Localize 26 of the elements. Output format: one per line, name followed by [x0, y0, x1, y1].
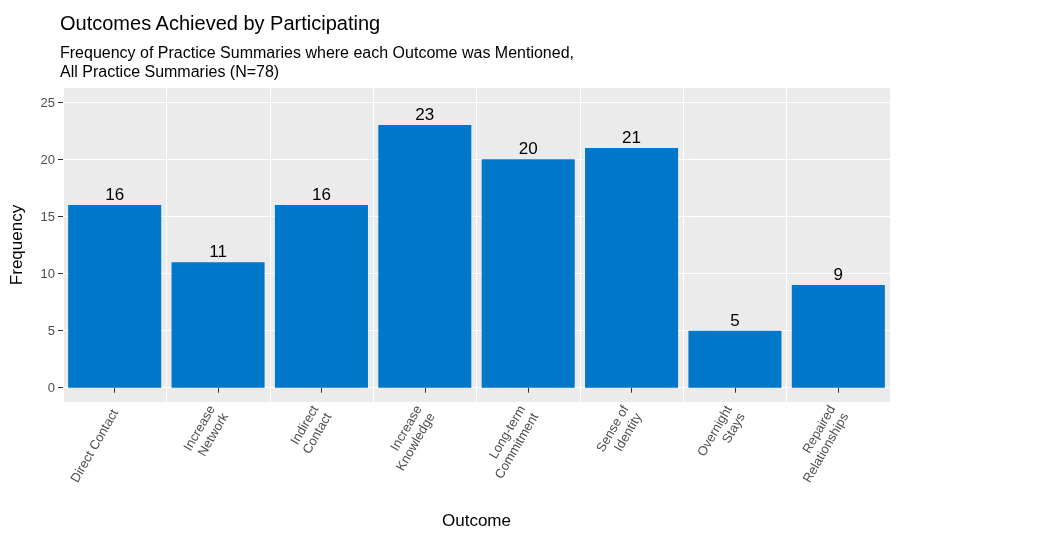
y-tick-label: 15 — [40, 208, 55, 224]
bar — [481, 159, 575, 388]
bar — [171, 262, 265, 388]
y-tick-label: 0 — [47, 380, 55, 396]
y-tick-label: 5 — [47, 323, 55, 339]
chart-title: Outcomes Achieved by Participating — [60, 12, 381, 34]
data-label: 20 — [518, 139, 538, 159]
bar — [688, 330, 782, 388]
data-label: 11 — [209, 242, 227, 262]
y-tick-label: 25 — [40, 94, 55, 110]
data-label: 23 — [415, 105, 435, 125]
x-axis-title: Outcome — [442, 511, 511, 530]
bar — [585, 147, 679, 388]
y-tick-label: 10 — [40, 266, 55, 282]
bar — [68, 205, 162, 388]
data-label: 21 — [622, 127, 642, 147]
bar — [378, 125, 472, 388]
data-label: 16 — [105, 185, 125, 205]
y-tick-label: 20 — [40, 151, 55, 167]
bar — [791, 284, 885, 388]
data-label: 16 — [311, 185, 331, 205]
y-axis-title: Frequency — [7, 204, 26, 286]
bar — [274, 205, 368, 388]
chart-subtitle: Frequency of Practice Summaries where each Outcome was Mentioned, All Practice Summaries (N=78) — [60, 44, 575, 80]
data-label: 9 — [833, 264, 844, 284]
data-label: 5 — [730, 310, 740, 330]
